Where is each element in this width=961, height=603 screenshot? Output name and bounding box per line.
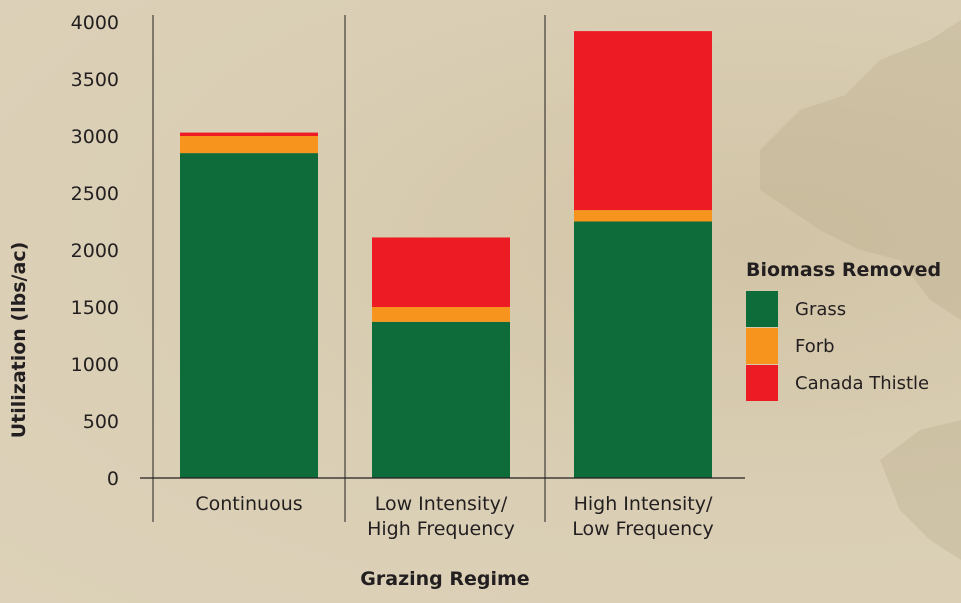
category-label-2: Low Intensity/: [375, 493, 508, 515]
background-leaf-decoration: [760, 20, 961, 560]
legend-label-canada-thistle: Canada Thistle: [795, 373, 929, 394]
y-tick-label: 3000: [71, 126, 119, 148]
bar-grass-2: [372, 321, 510, 478]
category-labels: Continuous Low Intensity/High Frequency Hi…: [195, 493, 713, 540]
y-tick-label: 2500: [71, 183, 119, 205]
y-tick-label: 4000: [71, 12, 119, 34]
bar-forb-2: [372, 307, 510, 322]
bar-grass-1: [180, 153, 318, 478]
legend-swatch-forb: [746, 328, 778, 364]
y-tick-label: 500: [83, 411, 119, 433]
y-tick-label: 0: [107, 468, 119, 490]
y-axis-title: Utilization (lbs/ac): [8, 242, 30, 439]
legend-items: Grass Forb Canada Thistle: [746, 291, 929, 401]
y-tick-label: 2000: [71, 240, 119, 262]
legend-label-forb: Forb: [795, 336, 835, 357]
y-tick-labels: 0 500 1000 1500 2000 2500 3000 3500 4000: [71, 12, 119, 490]
x-axis-title: Grazing Regime: [360, 568, 529, 590]
bar-canada-thistle-3: [574, 31, 712, 211]
legend-swatch-grass: [746, 291, 778, 327]
legend: Biomass Removed Grass Forb Canada Thistle: [746, 259, 941, 401]
bar-grass-3: [574, 221, 712, 478]
bars-group: [180, 31, 712, 478]
legend-title: Biomass Removed: [746, 259, 941, 281]
legend-label-grass: Grass: [795, 299, 846, 320]
category-label-3: Low Frequency: [572, 518, 714, 540]
bar-canada-thistle-2: [372, 237, 510, 307]
y-tick-label: 1000: [71, 354, 119, 376]
bar-canada-thistle-1: [180, 132, 318, 136]
bar-forb-1: [180, 136, 318, 154]
y-tick-label: 3500: [71, 69, 119, 91]
category-separators: [152, 15, 546, 522]
category-label-2: High Frequency: [367, 518, 515, 540]
category-label-1: Continuous: [195, 493, 302, 515]
category-label-3: High Intensity/: [574, 493, 713, 515]
bar-forb-3: [574, 210, 712, 222]
y-tick-label: 1500: [71, 297, 119, 319]
legend-swatch-canada-thistle: [746, 365, 778, 401]
